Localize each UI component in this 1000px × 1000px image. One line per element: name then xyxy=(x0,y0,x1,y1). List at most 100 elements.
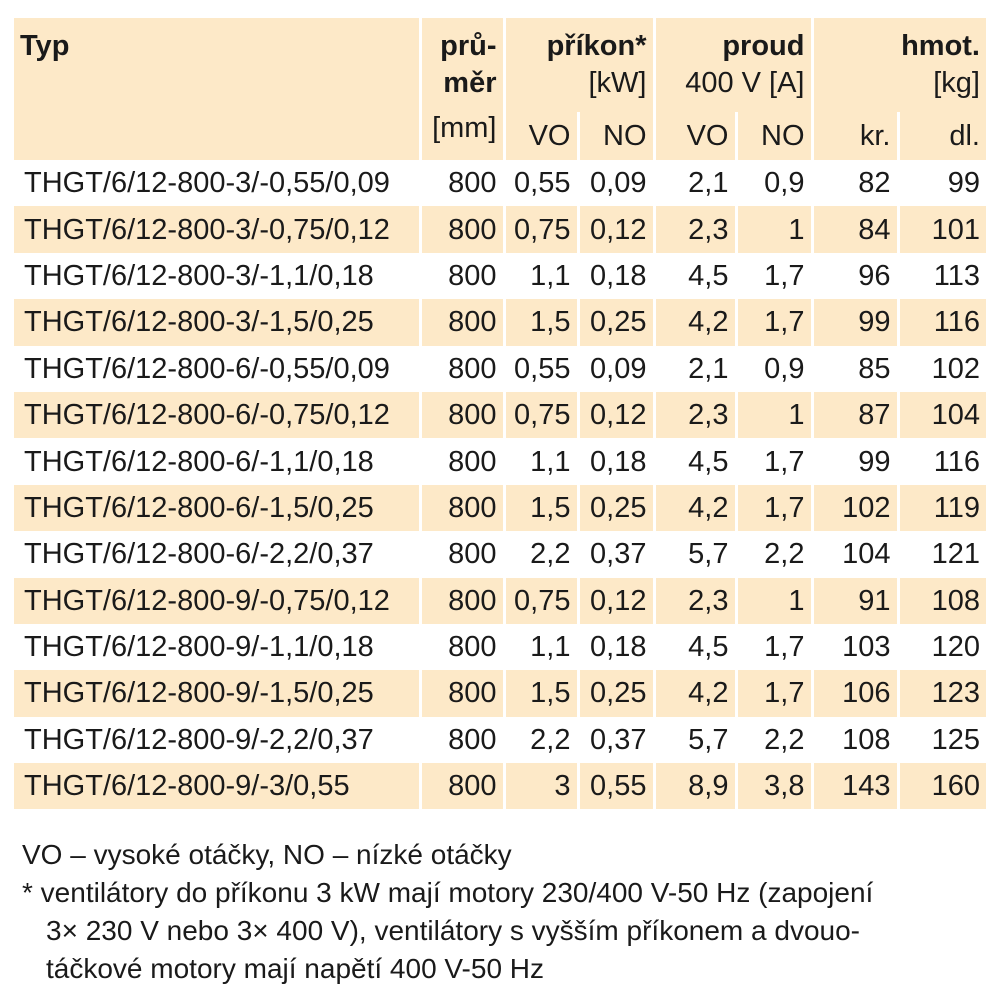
cell-prumer: 800 xyxy=(418,531,504,578)
header-typ: Typ xyxy=(14,18,420,160)
cell-hmot-dl: 123 xyxy=(896,670,986,717)
cell-prikon-no: 0,09 xyxy=(576,345,654,392)
cell-hmot-kr: 85 xyxy=(810,345,898,392)
table-row: THGT/6/12-800-9/-3/0,55 800 3 0,55 8,9 3,8 143… xyxy=(14,763,986,810)
cell-prikon-vo: 1,5 xyxy=(502,299,578,346)
cell-prumer: 800 xyxy=(418,391,504,439)
table-row: THGT/6/12-800-9/-1,5/0,25 800 1,5 0,25 4,2 1,… xyxy=(14,670,986,717)
cell-proud-no: 1,7 xyxy=(734,299,812,346)
header-proud-vo: VO xyxy=(652,112,736,160)
header-prikon-vo: VO xyxy=(502,112,578,160)
cell-typ: THGT/6/12-800-3/-1,1/0,18 xyxy=(14,252,420,300)
cell-hmot-dl: 125 xyxy=(896,716,986,764)
cell-hmot-kr: 96 xyxy=(810,252,898,300)
cell-proud-vo: 2,3 xyxy=(652,206,736,253)
header-hmot-dl: dl. xyxy=(896,112,986,160)
fan-spec-table: Typ prů- měr příkon* [kW] proud 400 V [A… xyxy=(14,18,986,810)
cell-hmot-kr: 84 xyxy=(810,206,898,253)
table-row: THGT/6/12-800-6/-1,5/0,25 800 1,5 0,25 4,2 1,… xyxy=(14,484,986,532)
table-body: THGT/6/12-800-3/-0,55/0,09 800 0,55 0,09 2,1… xyxy=(14,160,986,810)
cell-proud-vo: 4,5 xyxy=(652,252,736,300)
cell-hmot-kr: 87 xyxy=(810,391,898,439)
header-prumer-unit: [mm] xyxy=(418,112,504,160)
cell-hmot-dl: 116 xyxy=(896,438,986,485)
cell-proud-vo: 2,3 xyxy=(652,577,736,624)
cell-hmot-kr: 91 xyxy=(810,577,898,624)
cell-prikon-no: 0,12 xyxy=(576,577,654,624)
cell-typ: THGT/6/12-800-6/-1,1/0,18 xyxy=(14,438,420,485)
header-prumer: prů- měr xyxy=(418,18,504,112)
cell-prikon-vo: 1,1 xyxy=(502,438,578,485)
cell-proud-no: 0,9 xyxy=(734,345,812,392)
cell-proud-no: 1 xyxy=(734,391,812,439)
cell-prumer: 800 xyxy=(418,299,504,346)
header-proud-title: proud xyxy=(722,30,805,62)
cell-hmot-kr: 99 xyxy=(810,438,898,485)
cell-typ: THGT/6/12-800-6/-0,75/0,12 xyxy=(14,391,420,439)
header-proud-unit: 400 V [A] xyxy=(685,67,805,99)
cell-typ: THGT/6/12-800-3/-1,5/0,25 xyxy=(14,299,420,346)
table-row: THGT/6/12-800-9/-0,75/0,12 800 0,75 0,12 2,3… xyxy=(14,577,986,624)
cell-proud-vo: 5,7 xyxy=(652,531,736,578)
cell-prumer: 800 xyxy=(418,438,504,485)
table-row: THGT/6/12-800-3/-1,1/0,18 800 1,1 0,18 4,5 1,… xyxy=(14,252,986,300)
cell-proud-vo: 2,1 xyxy=(652,345,736,392)
cell-prikon-no: 0,25 xyxy=(576,670,654,717)
header-prikon-title: příkon* xyxy=(546,30,647,62)
cell-prikon-vo: 3 xyxy=(502,763,578,810)
cell-prumer: 800 xyxy=(418,484,504,532)
cell-prumer: 800 xyxy=(418,252,504,300)
cell-hmot-dl: 160 xyxy=(896,763,986,810)
table-row: THGT/6/12-800-9/-1,1/0,18 800 1,1 0,18 4,5 1,… xyxy=(14,623,986,671)
cell-typ: THGT/6/12-800-6/-2,2/0,37 xyxy=(14,531,420,578)
cell-hmot-dl: 104 xyxy=(896,391,986,439)
cell-hmot-kr: 82 xyxy=(810,160,898,207)
cell-prikon-no: 0,37 xyxy=(576,716,654,764)
header-hmot: hmot. [kg] xyxy=(810,18,986,112)
cell-hmot-dl: 113 xyxy=(896,252,986,300)
table-row: THGT/6/12-800-9/-2,2/0,37 800 2,2 0,37 5,7 2,… xyxy=(14,716,986,764)
cell-typ: THGT/6/12-800-3/-0,55/0,09 xyxy=(14,160,420,207)
cell-typ: THGT/6/12-800-9/-3/0,55 xyxy=(14,763,420,810)
cell-hmot-kr: 108 xyxy=(810,716,898,764)
cell-hmot-dl: 116 xyxy=(896,299,986,346)
cell-hmot-dl: 99 xyxy=(896,160,986,207)
cell-proud-vo: 4,5 xyxy=(652,623,736,671)
cell-prikon-no: 0,25 xyxy=(576,484,654,532)
cell-prumer: 800 xyxy=(418,670,504,717)
cell-prikon-no: 0,37 xyxy=(576,531,654,578)
cell-prikon-no: 0,12 xyxy=(576,391,654,439)
table-row: THGT/6/12-800-6/-1,1/0,18 800 1,1 0,18 4,5 1,… xyxy=(14,438,986,485)
table-row: THGT/6/12-800-6/-2,2/0,37 800 2,2 0,37 5,7 2,… xyxy=(14,531,986,578)
header-hmot-title: hmot. xyxy=(901,30,980,62)
cell-typ: THGT/6/12-800-9/-0,75/0,12 xyxy=(14,577,420,624)
cell-prikon-no: 0,18 xyxy=(576,252,654,300)
header-prumer-line1: prů- xyxy=(440,30,497,62)
cell-typ: THGT/6/12-800-3/-0,75/0,12 xyxy=(14,206,420,253)
header-proud: proud 400 V [A] xyxy=(652,18,812,112)
cell-proud-vo: 4,2 xyxy=(652,299,736,346)
cell-proud-no: 2,2 xyxy=(734,531,812,578)
cell-prikon-no: 0,18 xyxy=(576,623,654,671)
cell-hmot-kr: 104 xyxy=(810,531,898,578)
table-row: THGT/6/12-800-6/-0,55/0,09 800 0,55 0,09 2,1… xyxy=(14,345,986,392)
cell-hmot-dl: 101 xyxy=(896,206,986,253)
cell-prumer: 800 xyxy=(418,623,504,671)
cell-prikon-vo: 2,2 xyxy=(502,716,578,764)
cell-prumer: 800 xyxy=(418,206,504,253)
header-prikon-unit: [kW] xyxy=(588,67,647,99)
footnotes: VO – vysoké otáčky, NO – nízké otáčky * … xyxy=(22,836,982,988)
cell-proud-no: 3,8 xyxy=(734,763,812,810)
cell-proud-no: 1,7 xyxy=(734,438,812,485)
cell-prikon-no: 0,55 xyxy=(576,763,654,810)
table-row: THGT/6/12-800-3/-0,75/0,12 800 0,75 0,12 2,3… xyxy=(14,206,986,253)
header-proud-no: NO xyxy=(734,112,812,160)
cell-prikon-vo: 2,2 xyxy=(502,531,578,578)
header-hmot-kr: kr. xyxy=(810,112,898,160)
cell-typ: THGT/6/12-800-6/-1,5/0,25 xyxy=(14,484,420,532)
cell-prikon-vo: 1,5 xyxy=(502,484,578,532)
cell-proud-no: 1,7 xyxy=(734,623,812,671)
cell-typ: THGT/6/12-800-6/-0,55/0,09 xyxy=(14,345,420,392)
header-prikon-no: NO xyxy=(576,112,654,160)
cell-prumer: 800 xyxy=(418,716,504,764)
